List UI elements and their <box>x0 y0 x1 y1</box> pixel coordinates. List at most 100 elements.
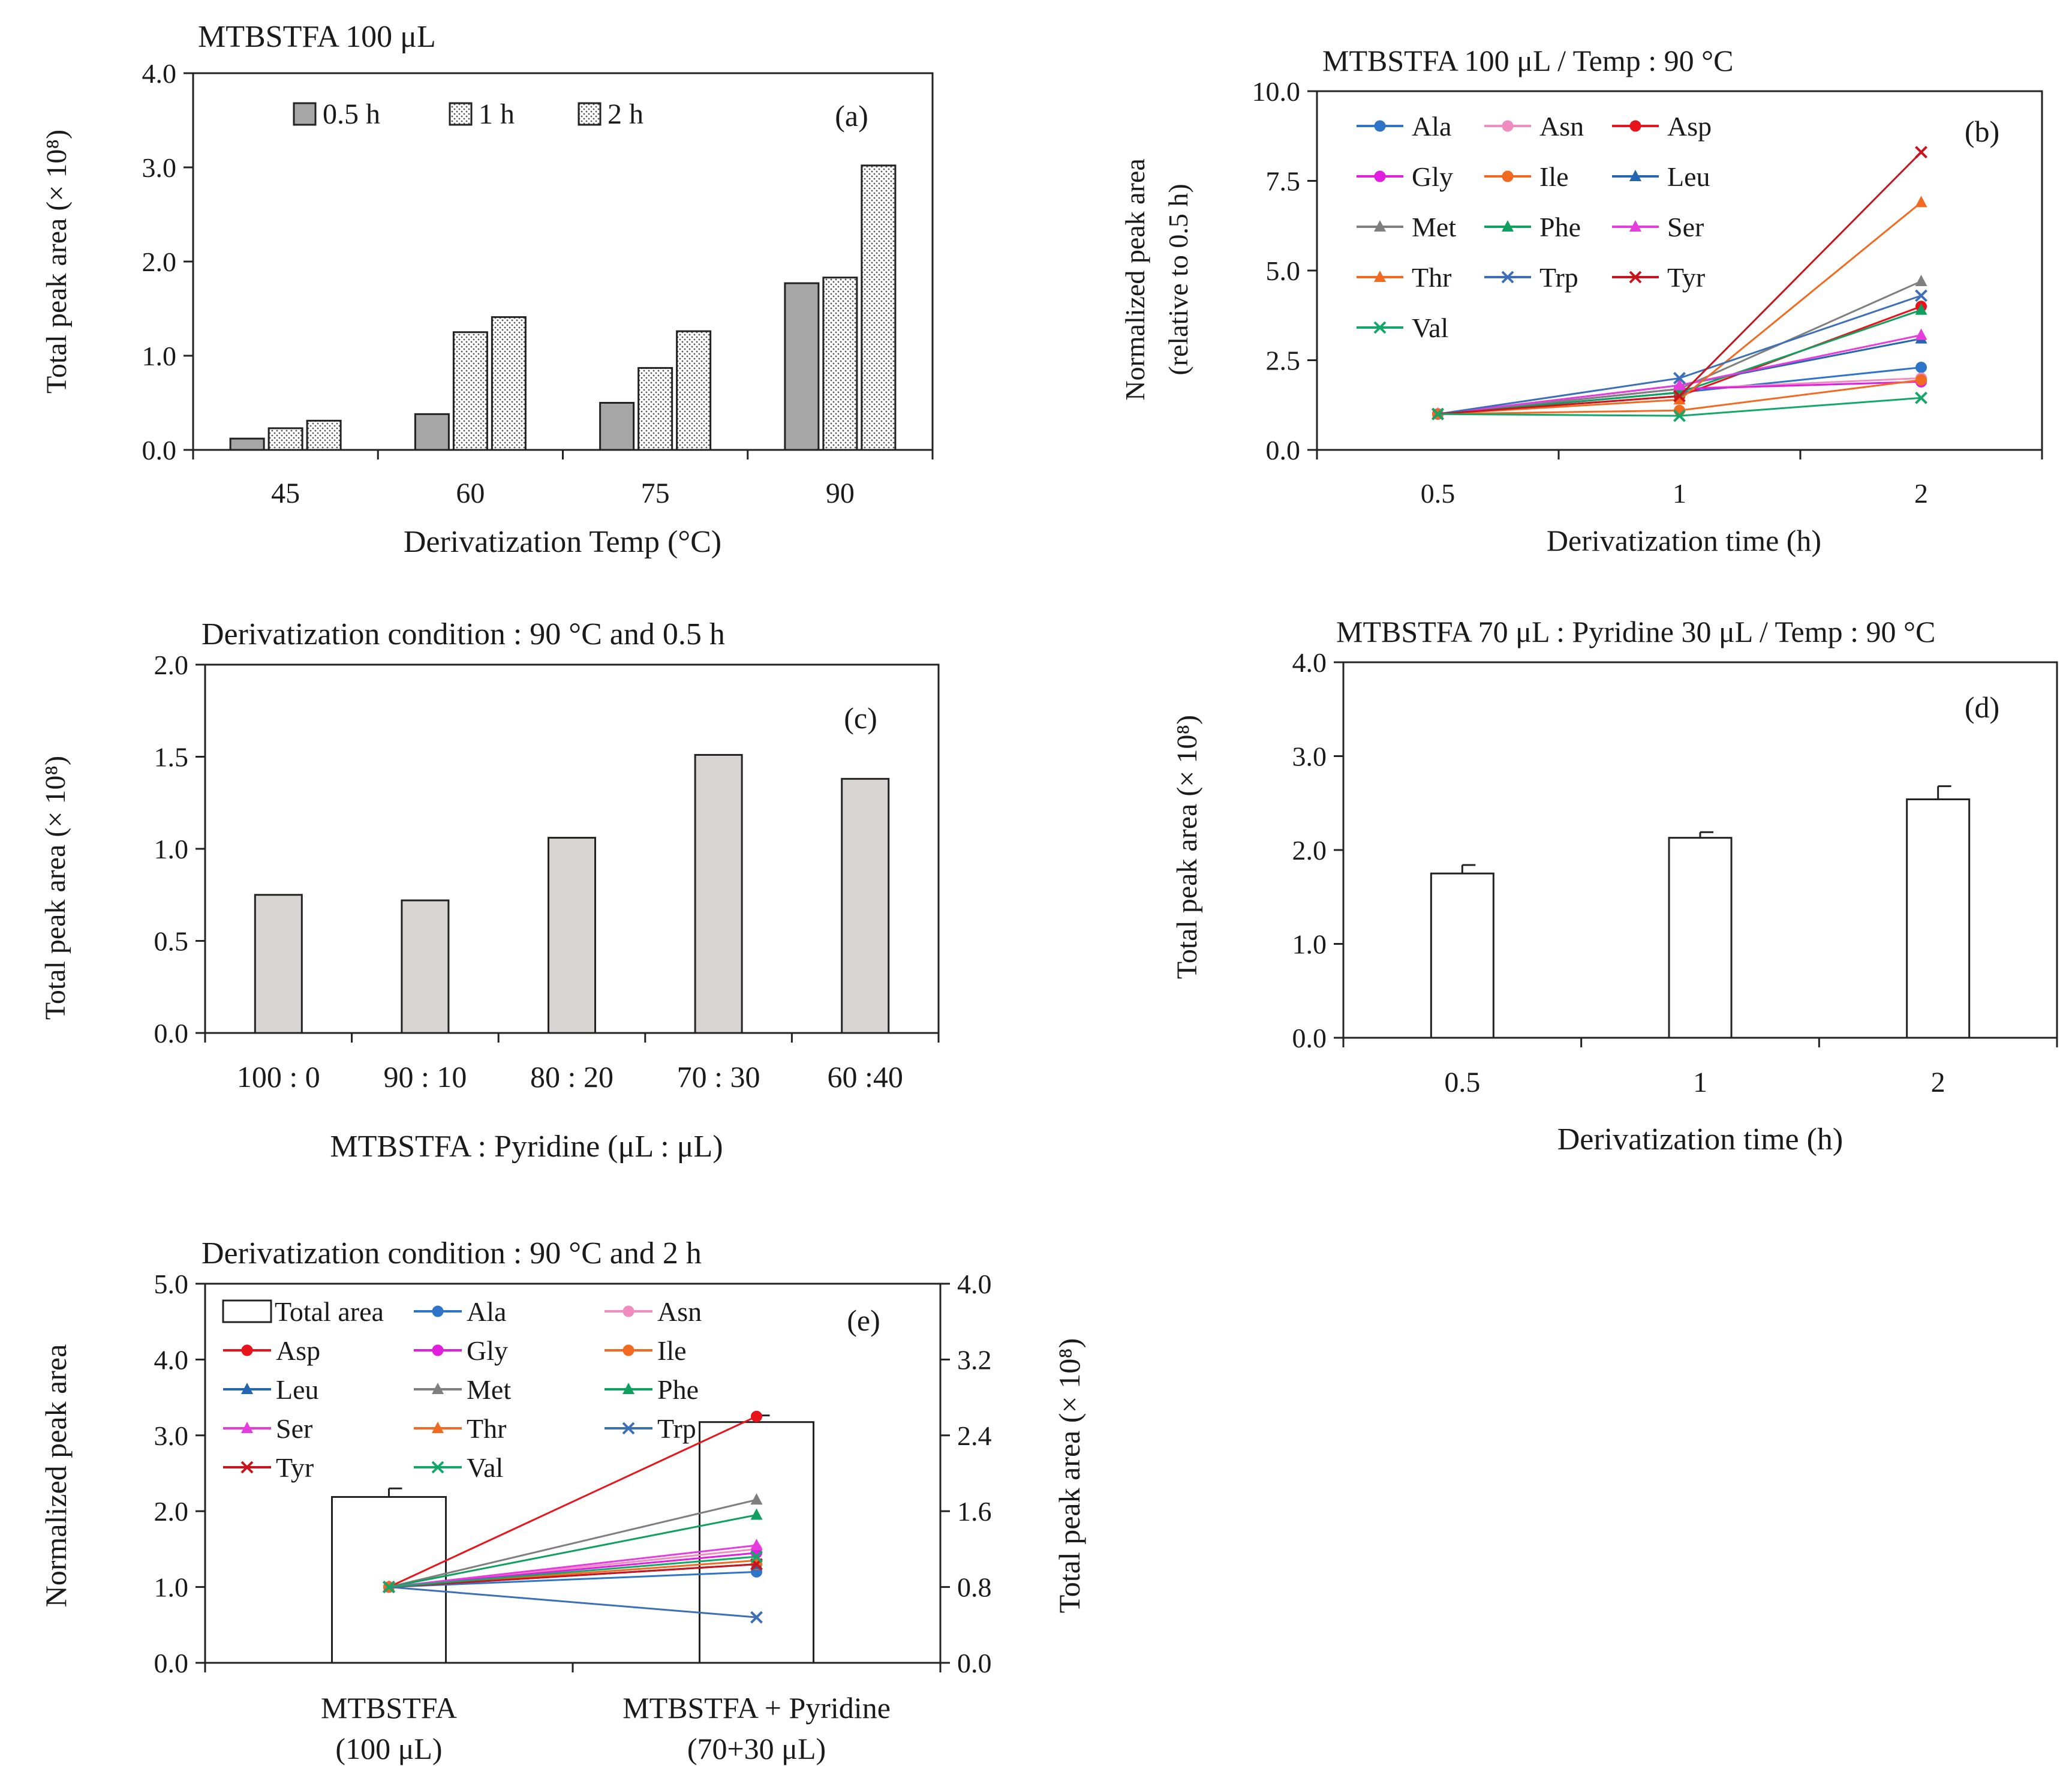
y-tick-label: 10.0 <box>1252 76 1301 107</box>
legend-label: Ala <box>467 1296 506 1327</box>
legend-label: Gly <box>1412 161 1453 192</box>
legend-label: 0.5 h <box>323 98 380 130</box>
point-Met-2 <box>1915 274 1927 286</box>
point-Phe-1 <box>750 1508 763 1520</box>
point-Ala-2 <box>1915 361 1927 373</box>
panel-label: (e) <box>847 1304 880 1337</box>
legend-label: Ile <box>1539 161 1569 192</box>
x-tick-label: MTBSTFA + Pyridine <box>622 1691 891 1725</box>
legend-label: Total area <box>275 1296 384 1327</box>
point-Ser-1 <box>1673 379 1686 391</box>
bar-1h-75 <box>637 367 673 451</box>
y-tick-label: 0.0 <box>142 435 177 465</box>
bar-2h-90 <box>861 164 897 451</box>
x-tick-label: 90 : 10 <box>383 1060 467 1094</box>
y-axis-label: Normalized peak area <box>39 1344 73 1608</box>
legend-marker-Thr <box>432 1422 444 1433</box>
legend-label: Asp <box>276 1335 320 1366</box>
legend-label: Thr <box>1412 262 1451 293</box>
legend-marker-Asn <box>1502 120 1514 132</box>
legend-marker-Asp <box>241 1344 253 1356</box>
legend-marker-Phe <box>622 1383 634 1394</box>
legend-swatch <box>578 102 602 126</box>
legend-label: Leu <box>276 1374 319 1405</box>
legend-label: Val <box>1412 313 1448 343</box>
bar-0.5h-45 <box>229 437 265 451</box>
y-tick-label: 0.0 <box>957 1648 992 1678</box>
y-tick-label: 2.4 <box>957 1420 992 1451</box>
point-Val-1 <box>1673 409 1686 422</box>
chart-title: MTBSTFA 100 μL <box>198 20 436 54</box>
y-tick-label: 2.0 <box>1292 835 1327 866</box>
bar-1h-45 <box>267 427 303 451</box>
y-tick-label: 0.5 <box>154 926 189 957</box>
panel-label: (d) <box>1965 690 1999 724</box>
bar-1h-90 <box>822 277 858 451</box>
y-tick-label: 0.0 <box>154 1648 189 1678</box>
point-Tyr-1 <box>1673 389 1686 403</box>
legend-label: Thr <box>467 1413 506 1444</box>
y-tick-label: 3.0 <box>142 152 177 183</box>
bar-100:0 <box>254 894 303 1034</box>
panel-b-chart: MTBSTFA 100 μL / Temp : 90 °C (b) 0.0 2.5 5.… <box>1120 44 2043 557</box>
point-Met-1 <box>750 1493 763 1505</box>
series-line-Ser <box>389 1544 757 1588</box>
point-Asp-1 <box>751 1410 762 1422</box>
plot-frame <box>1316 90 2043 451</box>
series-line-Tyr <box>389 1563 757 1588</box>
x-tick-label: 2 <box>1931 1067 1945 1098</box>
x-tick-label: 80 : 20 <box>530 1060 614 1094</box>
legend-marker-Tyr <box>240 1461 254 1474</box>
legend-label: Trp <box>1539 262 1578 293</box>
legend-label: Tyr <box>276 1452 314 1483</box>
point-Trp-2 <box>1915 289 1927 302</box>
y-tick-label: 4.0 <box>957 1269 992 1299</box>
y-axis-label: Total peak area (× 10⁸) <box>1171 715 1203 979</box>
x-axis-label: Derivatization time (h) <box>1557 1122 1843 1157</box>
y-tick-label: 7.5 <box>1266 166 1301 197</box>
legend-label: 1 h <box>479 98 515 130</box>
legend-marker-Asn <box>622 1305 634 1317</box>
point-Val-2 <box>1915 391 1927 404</box>
y-tick-label: 1.0 <box>154 1572 189 1603</box>
legend-label: Asn <box>657 1296 702 1327</box>
bar-1h-60 <box>452 331 488 451</box>
legend-label: Asp <box>1667 111 1712 142</box>
legend-marker-Ala <box>432 1305 444 1317</box>
panel-d-chart: MTBSTFA 70 μL : Pyridine 30 μL / Temp : … <box>1171 615 2058 1157</box>
legend-marker-Ile <box>622 1344 634 1356</box>
x-tick-label: 0.5 <box>1421 478 1455 509</box>
panel-label: (b) <box>1965 115 1999 148</box>
x-tick-label: 75 <box>641 477 670 509</box>
legend-marker-Tyr <box>1629 271 1642 284</box>
x-tick-label: 60 <box>456 477 485 509</box>
plot-frame <box>204 1283 942 1664</box>
legend-marker-Ser <box>1629 220 1641 232</box>
legend-marker-Trp <box>622 1422 635 1435</box>
legend-label: Ser <box>1667 212 1704 242</box>
legend-marker-Ala <box>1374 120 1386 132</box>
x-axis-label: Derivatization time (h) <box>1547 524 1821 557</box>
legend-label: Leu <box>1667 161 1710 192</box>
panel-label: (a) <box>835 99 868 133</box>
point-Trp-1 <box>1673 371 1686 385</box>
bar-0.5 <box>1430 872 1494 1039</box>
legend-label: Phe <box>657 1374 699 1405</box>
series-line-Ala <box>389 1570 757 1588</box>
point-Phe-2 <box>1915 303 1927 315</box>
x-tick-label: 0.5 <box>1444 1067 1480 1098</box>
x-tick-label: 1 <box>1693 1067 1707 1098</box>
legend-marker-Gly <box>432 1344 444 1356</box>
x-axis-label: Derivatization Temp (°C) <box>404 525 721 559</box>
legend-marker-Trp <box>1501 271 1514 284</box>
y-tick-label: 1.0 <box>1292 929 1327 960</box>
legend-label: Met <box>1412 212 1456 242</box>
x-tick-label: MTBSTFA <box>321 1691 457 1725</box>
y-tick-label: 0.0 <box>1292 1023 1327 1053</box>
series-line-Trp <box>389 1586 757 1618</box>
legend-marker-Val <box>1373 321 1387 334</box>
y-axis-label: Total peak area (× 10⁸) <box>41 130 73 394</box>
y-axis-label-2: (relative to 0.5 h) <box>1163 184 1193 375</box>
bar-80:20 <box>548 837 596 1034</box>
